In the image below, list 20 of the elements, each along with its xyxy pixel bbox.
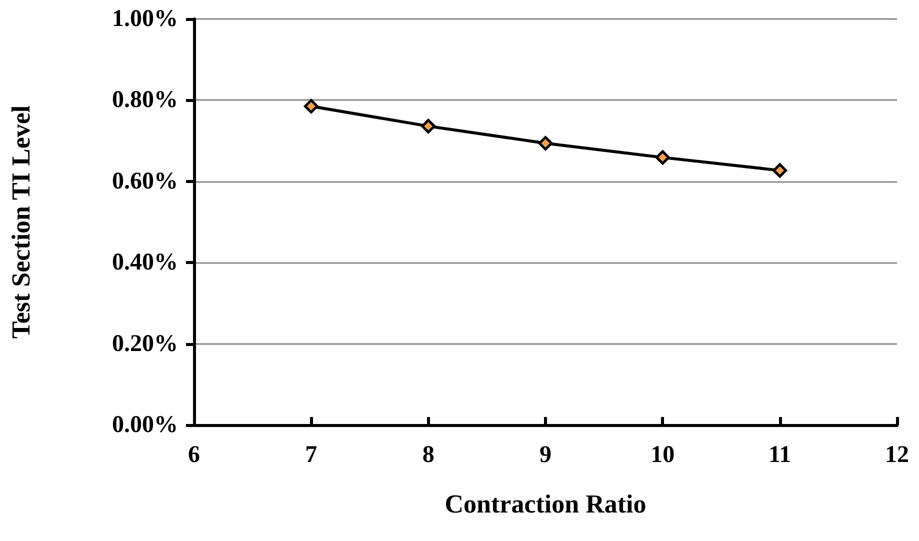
point bbox=[772, 163, 788, 178]
x-tick-label: 11 bbox=[768, 442, 792, 468]
point bbox=[655, 150, 670, 165]
y-tick-label: 0.80% bbox=[112, 87, 178, 114]
y-tick-label: 1.00% bbox=[112, 6, 178, 32]
x-tick-label: 7 bbox=[305, 442, 318, 468]
x-tick-label: 10 bbox=[650, 442, 675, 468]
point bbox=[304, 99, 318, 114]
point bbox=[421, 118, 436, 134]
x-tick-label: 8 bbox=[422, 442, 434, 468]
y-tick-label: 0.00% bbox=[112, 412, 178, 438]
y-axis-title: Test Section TI Level bbox=[6, 105, 36, 339]
x-tick-label: 12 bbox=[885, 442, 909, 468]
x-tick-label: 6 bbox=[188, 442, 200, 468]
x-tick-label: 9 bbox=[540, 442, 552, 468]
point bbox=[538, 136, 553, 150]
y-tick-label: 0.40% bbox=[112, 250, 178, 276]
y-tick-label: 0.20% bbox=[112, 330, 178, 357]
x-axis-title: Contraction Ratio bbox=[444, 490, 646, 518]
y-tick-label: 0.60% bbox=[112, 168, 178, 194]
